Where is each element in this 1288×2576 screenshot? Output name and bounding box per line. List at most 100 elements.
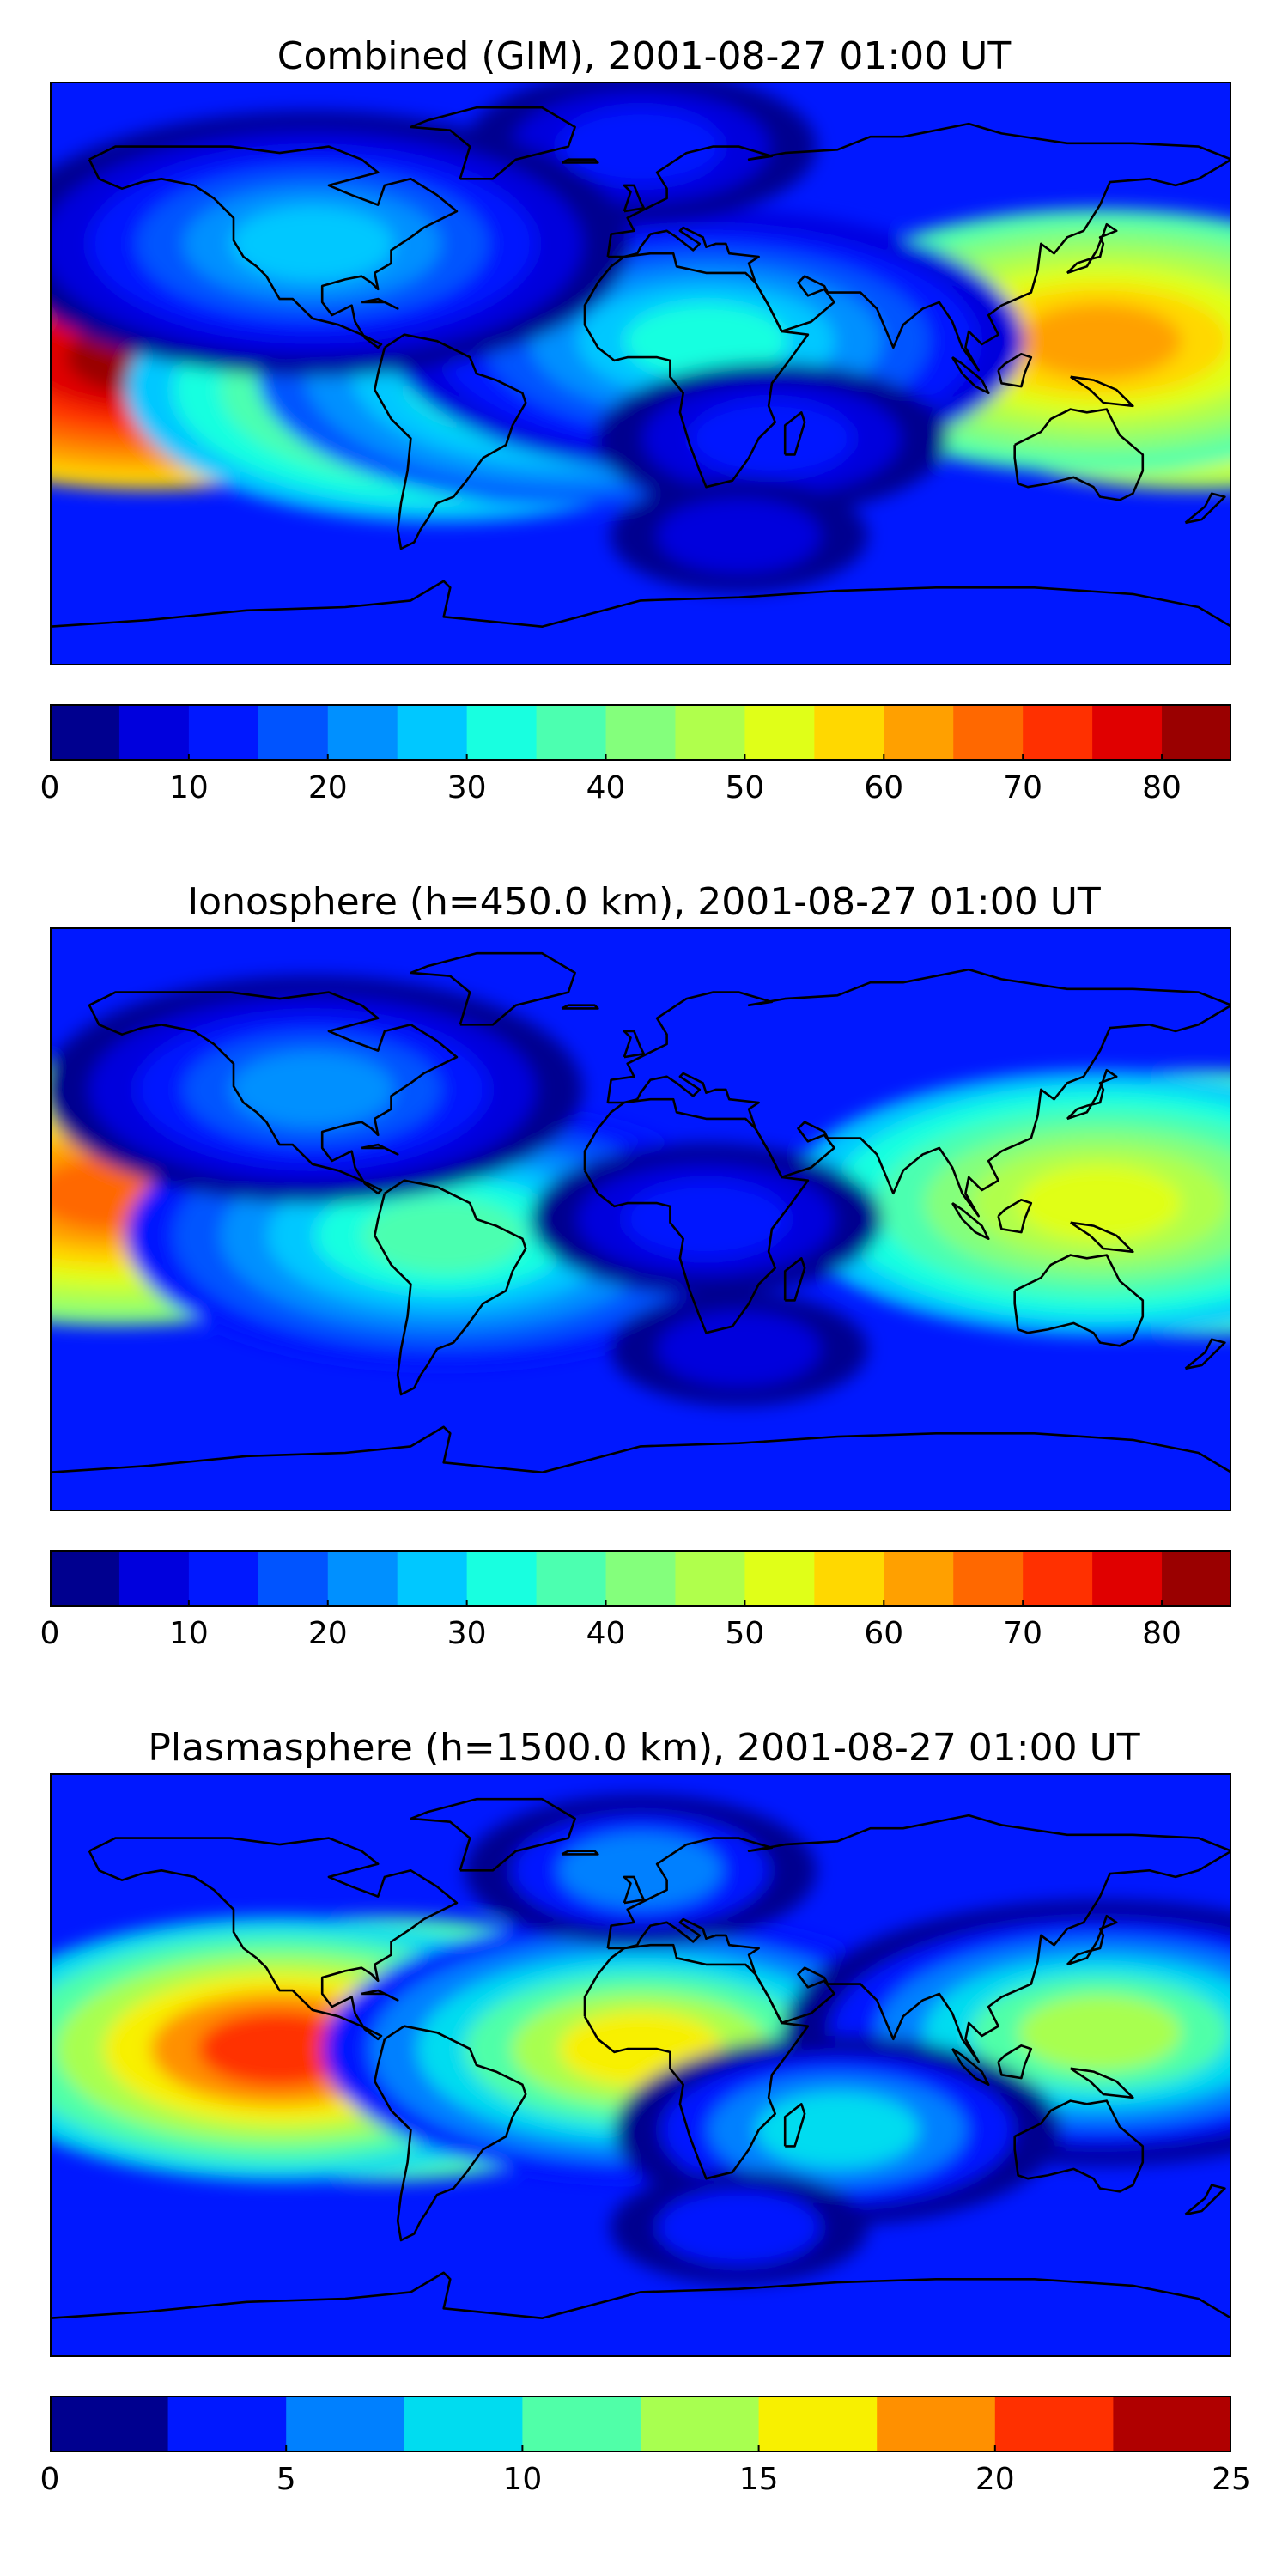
- coastline: [561, 1850, 599, 1856]
- map-frame: [50, 1773, 1231, 2357]
- coastline: [88, 145, 459, 349]
- colorbar-segment: [1162, 1550, 1232, 1607]
- coastline: [88, 1837, 459, 2041]
- coastline: [410, 106, 576, 180]
- colorbar-segment: [1023, 704, 1093, 761]
- colorbar-segment: [953, 1550, 1024, 1607]
- coastline: [623, 1875, 646, 1905]
- chart-title: Plasmasphere (h=1500.0 km), 2001-08-27 0…: [148, 1726, 1140, 1770]
- chart-title: Ionosphere (h=450.0 km), 2001-08-27 01:0…: [187, 880, 1101, 924]
- coastline: [951, 356, 990, 394]
- contour-region: [657, 497, 821, 574]
- colorbar-tick-label: 50: [725, 1616, 765, 1651]
- colorbar-svg: [49, 2396, 1232, 2452]
- colorbar-segment: [744, 704, 815, 761]
- colorbar-tick-label: 30: [447, 770, 487, 805]
- coastline: [1066, 1068, 1118, 1121]
- coastline: [561, 1004, 599, 1010]
- colorbar-segment: [744, 1550, 815, 1607]
- colorbar-segment: [536, 704, 607, 761]
- coastline: [361, 1143, 399, 1156]
- heatmap-map: [50, 1773, 1231, 2357]
- colorbar-segment: [466, 1550, 538, 1607]
- chart-title: Combined (GIM), 2001-08-27 01:00 UT: [276, 34, 1012, 78]
- coastline: [783, 1257, 806, 1302]
- colorbar-segment: [675, 704, 745, 761]
- colorbar-segment: [286, 2396, 405, 2452]
- contour-region: [756, 2092, 920, 2168]
- coastline: [606, 968, 1231, 1218]
- colorbar-tick-label: 20: [975, 2462, 1015, 2497]
- coastline: [623, 1030, 646, 1059]
- heatmap-map: [50, 82, 1231, 665]
- colorbar-segment: [758, 2396, 878, 2452]
- contour-region: [230, 205, 394, 282]
- coastline: [951, 2048, 990, 2086]
- colorbar-tick-label: 25: [1212, 2462, 1251, 2497]
- coastline: [783, 2103, 806, 2148]
- colorbar-segment: [404, 2396, 523, 2452]
- coastline: [606, 1814, 1231, 2063]
- colorbar-segment: [397, 704, 468, 761]
- colorbar-segment: [814, 1550, 884, 1607]
- colorbar-tick-label: 40: [586, 770, 626, 805]
- colorbar-segment: [1092, 704, 1163, 761]
- colorbar-segment: [1113, 2396, 1232, 2452]
- colorbar-frame: [50, 2396, 1231, 2452]
- colorbar-segment: [536, 1550, 607, 1607]
- coastline: [1013, 1254, 1145, 1347]
- contour-region: [1018, 303, 1182, 380]
- colorbar-segment: [397, 1550, 468, 1607]
- coastline: [1069, 375, 1134, 408]
- colorbar-segment: [188, 1550, 259, 1607]
- colorbar-segment: [675, 1550, 745, 1607]
- contour-region: [624, 1182, 788, 1257]
- colorbar-tick-label: 10: [168, 1616, 209, 1651]
- colorbar-tick-label: 15: [738, 2462, 779, 2497]
- contour-region: [657, 1311, 821, 1388]
- colorbar-tick-label: 5: [276, 2462, 296, 2497]
- contour-region: [559, 1832, 722, 1909]
- colorbar-frame: [50, 1550, 1231, 1607]
- coastline: [997, 353, 1033, 388]
- coastline: [50, 1425, 1231, 1473]
- contour-region: [1018, 1165, 1182, 1242]
- coastline: [1184, 2184, 1226, 2216]
- colorbar: [49, 1550, 1232, 1607]
- colorbar-segment: [1092, 1550, 1163, 1607]
- colorbar-tick-label: 80: [1142, 1616, 1182, 1651]
- coastline: [583, 1097, 810, 1334]
- colorbar-tick-label: 60: [864, 1616, 904, 1651]
- coastline: [561, 158, 599, 164]
- colorbar-segment: [1162, 704, 1232, 761]
- coastline: [997, 1199, 1033, 1234]
- contour-region: [230, 1051, 394, 1127]
- colorbar-segment: [118, 704, 190, 761]
- colorbar-segment: [605, 704, 676, 761]
- colorbar-segment: [258, 1550, 329, 1607]
- coastline: [583, 1943, 810, 2180]
- coastline: [1069, 2067, 1134, 2099]
- coastline: [1184, 492, 1226, 525]
- colorbar-tick-label: 70: [1003, 1616, 1043, 1651]
- colorbar-segment: [327, 1550, 398, 1607]
- colorbar-segment: [877, 2396, 996, 2452]
- colorbar-svg: [49, 704, 1232, 761]
- colorbar-tick-label: 10: [168, 770, 209, 805]
- heatmap-map: [50, 927, 1231, 1511]
- colorbar-frame: [50, 704, 1231, 761]
- colorbar-segment: [953, 704, 1024, 761]
- colorbar-segment: [884, 1550, 954, 1607]
- coastline: [1013, 2099, 1145, 2193]
- colorbar-segment: [167, 2396, 287, 2452]
- coastline: [50, 580, 1231, 628]
- colorbar-tick-label: 40: [586, 1616, 626, 1651]
- map-frame: [50, 82, 1231, 665]
- coastline: [1184, 1338, 1226, 1370]
- colorbar-segment: [814, 704, 884, 761]
- coastline: [783, 411, 806, 456]
- coastline: [951, 1202, 990, 1240]
- colorbar-segment: [466, 704, 538, 761]
- colorbar-tick-label: 70: [1003, 770, 1043, 805]
- colorbar-segment: [50, 1550, 120, 1607]
